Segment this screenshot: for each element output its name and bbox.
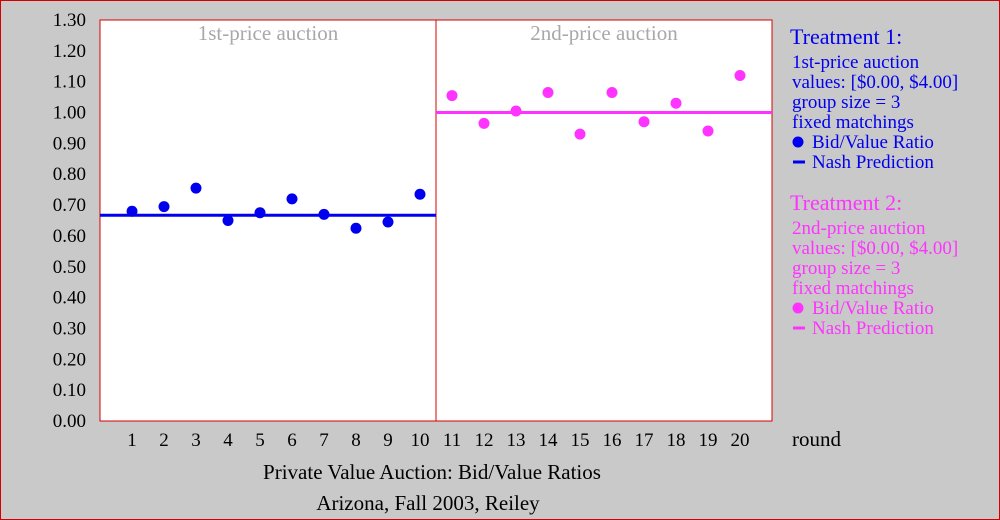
x-tick-label: 8 (351, 430, 361, 451)
x-tick-label: 15 (571, 430, 590, 451)
y-tick-label: 0.80 (53, 164, 86, 185)
y-tick-label: 0.40 (53, 288, 86, 309)
data-point-treatment-2 (606, 86, 618, 98)
legend-line-label: Nash Prediction (812, 318, 934, 339)
legend-line: fixed matchings (792, 278, 914, 299)
legend-line: 2nd-price auction (792, 218, 926, 239)
x-tick-label: 2 (159, 430, 169, 451)
y-tick-label: 0.00 (53, 411, 86, 432)
x-axis-label: round (792, 427, 841, 451)
x-tick-label: 5 (255, 430, 265, 451)
data-point-treatment-2 (510, 105, 522, 117)
y-tick-label: 0.10 (53, 380, 86, 401)
legend-line-label: Nash Prediction (812, 152, 934, 173)
chart-title: Private Value Auction: Bid/Value Ratios (263, 460, 601, 484)
data-points (126, 70, 746, 234)
data-point-treatment-1 (318, 208, 330, 220)
x-tick-label: 6 (287, 430, 297, 451)
data-point-treatment-2 (638, 116, 650, 128)
x-tick-label: 1 (127, 430, 137, 451)
x-tick-label: 20 (731, 430, 750, 451)
data-point-treatment-2 (446, 90, 458, 102)
panel-title-second-price: 2nd-price auction (530, 21, 678, 45)
x-tick-label: 12 (475, 430, 494, 451)
y-tick-label: 1.00 (53, 103, 86, 124)
y-tick-label: 0.60 (53, 226, 86, 247)
x-tick-label: 11 (443, 430, 461, 451)
x-tick-label: 9 (383, 430, 393, 451)
data-point-treatment-1 (222, 215, 234, 226)
data-point-treatment-2 (702, 125, 714, 137)
x-tick-label: 3 (191, 430, 201, 451)
legend-line: fixed matchings (792, 112, 914, 133)
data-point-treatment-2 (734, 70, 746, 82)
data-point-treatment-1 (350, 222, 362, 234)
legend-line: values: [$0.00, $4.00] (792, 72, 958, 93)
legend-title: Treatment 2: (790, 190, 902, 215)
data-point-treatment-2 (478, 117, 490, 129)
x-tick-label: 13 (507, 430, 526, 451)
data-point-treatment-1 (382, 216, 394, 228)
data-point-treatment-1 (286, 193, 298, 205)
x-tick-label: 19 (699, 430, 718, 451)
x-tick-label: 17 (635, 430, 654, 451)
legend-line: values: [$0.00, $4.00] (792, 238, 958, 259)
nash-lines (100, 111, 772, 217)
y-tick-label: 1.10 (53, 72, 86, 93)
y-tick-label: 0.20 (53, 349, 86, 370)
x-tick-label: 16 (603, 430, 622, 451)
legend-dot-marker (792, 302, 804, 314)
data-point-treatment-1 (254, 207, 266, 219)
legend-dot-label: Bid/Value Ratio (812, 132, 934, 153)
x-tick-label: 4 (223, 430, 233, 451)
legend-line: group size = 3 (792, 258, 900, 279)
legend-dot-label: Bid/Value Ratio (812, 298, 934, 319)
data-point-treatment-2 (574, 128, 586, 140)
x-tick-label: 14 (539, 430, 559, 451)
y-tick-label: 0.90 (53, 133, 86, 154)
y-tick-label: 0.50 (53, 257, 86, 278)
x-tick-label: 7 (319, 430, 329, 451)
y-tick-label: 1.30 (53, 10, 86, 31)
y-tick-label: 1.20 (53, 41, 86, 62)
data-point-treatment-1 (190, 182, 202, 194)
data-point-treatment-2 (542, 86, 554, 98)
legend-line: 1st-price auction (792, 52, 920, 73)
data-point-treatment-1 (158, 201, 170, 213)
y-tick-label: 0.70 (53, 195, 86, 216)
data-point-treatment-2 (670, 97, 682, 109)
legend-dot-marker (792, 136, 804, 148)
y-tick-label: 0.30 (53, 318, 86, 339)
x-tick-label: 10 (411, 430, 430, 451)
y-axis: 0.00 0.10 0.20 0.30 0.40 0.50 0.60 0.70 0.80 0.90… (53, 10, 86, 432)
legend-title: Treatment 1: (790, 24, 902, 49)
chart-subtitle: Arizona, Fall 2003, Reiley (316, 491, 540, 515)
data-point-treatment-1 (126, 205, 138, 217)
legend-line: group size = 3 (792, 92, 900, 113)
panel-title-first-price: 1st-price auction (198, 21, 339, 45)
x-tick-label: 18 (667, 430, 686, 451)
x-axis: 1 2 3 4 5 6 7 8 9 10 11 12 13 14 15 16 17 18 19 20 (127, 430, 749, 451)
data-point-treatment-1 (414, 188, 426, 200)
